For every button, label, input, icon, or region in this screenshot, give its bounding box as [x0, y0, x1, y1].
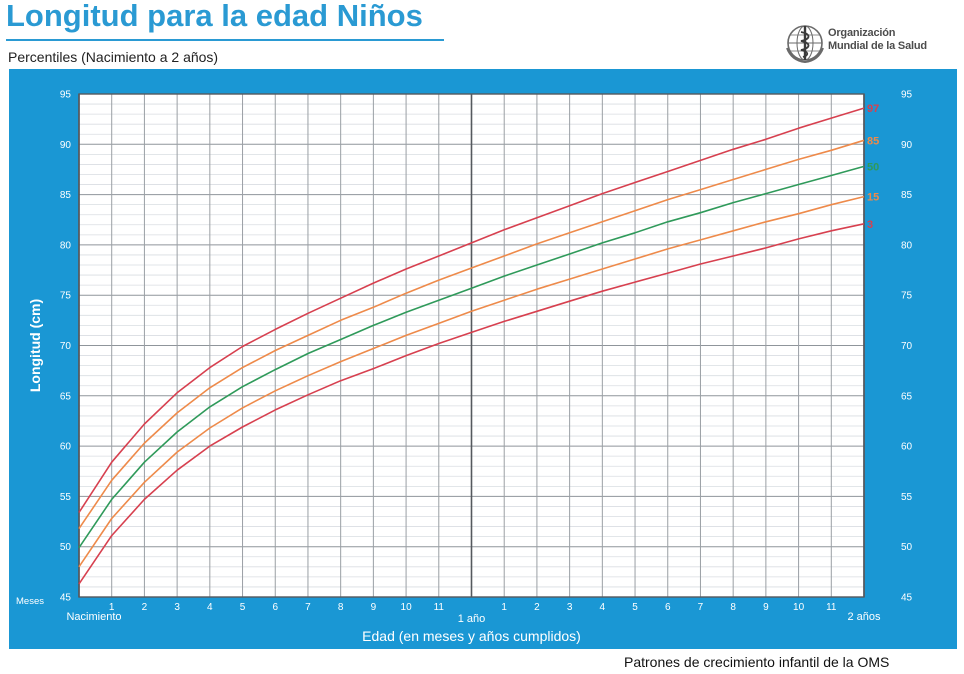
x-tick-label: 10	[793, 602, 805, 613]
y-tick-label-right: 65	[901, 391, 913, 402]
y-tick-label-right: 90	[901, 140, 913, 151]
y-tick-label-left: 50	[60, 542, 72, 553]
percentile-97-line	[78, 107, 865, 513]
x-tick-label: 5	[632, 602, 638, 613]
x-tick-label: 3	[567, 602, 573, 613]
percentile-15-label: 15	[867, 192, 879, 204]
percentile-50-label: 50	[867, 161, 879, 173]
page-subtitle: Percentiles (Nacimiento a 2 años)	[8, 49, 219, 65]
x-milestone-label: 2 años	[847, 611, 881, 623]
y-tick-label-left: 55	[60, 492, 72, 503]
x-tick-label: 8	[730, 602, 736, 613]
percentile-97-label: 97	[867, 103, 879, 115]
x-tick-label: 7	[698, 602, 704, 613]
x-tick-label: 9	[763, 602, 769, 613]
x-tick-label: 3	[174, 602, 180, 613]
x-tick-label: 2	[534, 602, 540, 613]
x-axis-title: Edad (en meses y años cumplidos)	[362, 628, 581, 644]
x-tick-label: 9	[371, 602, 377, 613]
x-tick-label: 1	[501, 602, 507, 613]
y-tick-label-left: 65	[60, 391, 72, 402]
plot-frame	[78, 93, 865, 598]
y-tick-label-left: 45	[60, 593, 72, 604]
footer-source: Patrones de crecimiento infantil de la O…	[624, 654, 890, 670]
y-tick-label-right: 70	[901, 341, 913, 352]
percentile-85-label: 85	[867, 135, 879, 147]
x-tick-label: 7	[305, 602, 311, 613]
y-tick-label-left: 95	[60, 90, 72, 101]
percentile-15-line	[78, 195, 865, 568]
x-tick-label: 1	[109, 602, 115, 613]
x-tick-label: 11	[826, 602, 837, 613]
y-tick-label-left: 80	[60, 240, 72, 251]
y-tick-label-left: 60	[60, 442, 72, 453]
x-tick-label: 5	[240, 602, 246, 613]
x-tick-label: 6	[272, 602, 278, 613]
y-tick-label-right: 60	[901, 442, 913, 453]
y-tick-label-right: 80	[901, 240, 913, 251]
who-logo-text: Organización Mundial de la Salud	[828, 27, 927, 53]
y-axis-title: Longitud (cm)	[27, 299, 43, 392]
x-tick-label: 11	[434, 602, 445, 613]
y-tick-label-left: 85	[60, 190, 72, 201]
x-tick-label: 10	[401, 602, 413, 613]
percentile-3-label: 3	[867, 219, 873, 231]
who-logo: Organización Mundial de la Salud	[784, 22, 944, 64]
y-tick-label-right: 85	[901, 190, 913, 201]
y-tick-label-left: 75	[60, 291, 72, 302]
y-tick-label-right: 55	[901, 492, 913, 503]
percentile-50-line	[78, 165, 865, 549]
x-tick-label: 6	[665, 602, 671, 613]
x-tick-label: 2	[142, 602, 148, 613]
who-logo-line-2: Mundial de la Salud	[828, 40, 927, 52]
y-tick-label-right: 95	[901, 90, 913, 101]
y-tick-label-right: 50	[901, 542, 913, 553]
y-tick-label-left: 70	[60, 341, 72, 352]
page-title: Longitud para la edad Niños	[6, 0, 423, 33]
x-milestone-label: 1 año	[458, 613, 486, 625]
who-emblem-icon	[786, 25, 824, 64]
x-unit-label: Meses	[16, 596, 44, 607]
percentile-3-line	[78, 223, 865, 585]
x-milestone-label: Nacimiento	[66, 611, 121, 623]
x-tick-label: 8	[338, 602, 344, 613]
chart-panel: 97 85 50 15 3 45 45 50 50 55 55 60 60 65 65 70 70 75 75 80…	[9, 69, 957, 649]
who-logo-line-1: Organización	[828, 27, 896, 39]
x-tick-label: 4	[600, 602, 606, 613]
percentile-85-line	[78, 139, 865, 530]
y-tick-label-left: 90	[60, 140, 72, 151]
title-underline	[6, 39, 444, 41]
y-tick-label-right: 45	[901, 593, 913, 604]
x-tick-label: 4	[207, 602, 213, 613]
y-tick-label-right: 75	[901, 291, 913, 302]
